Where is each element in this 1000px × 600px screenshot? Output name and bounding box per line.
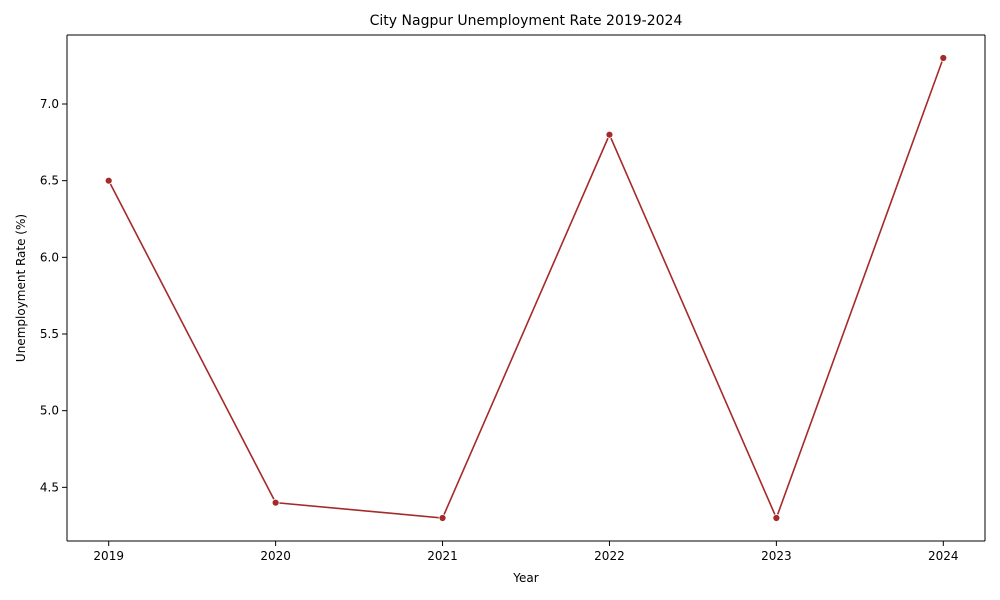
y-tick-label: 6.5	[40, 174, 59, 188]
x-tick-label: 2023	[761, 549, 792, 563]
data-point	[271, 498, 280, 507]
y-tick-label: 5.5	[40, 327, 59, 341]
data-point	[104, 176, 113, 185]
x-tick-label: 2020	[260, 549, 291, 563]
x-tick-label: 2019	[93, 549, 124, 563]
series-line	[107, 57, 945, 521]
series-layer	[104, 54, 948, 522]
x-tick-label: 2024	[928, 549, 959, 563]
x-axis-ticks: 2019 2020 2021 2022 2023 2024	[93, 541, 959, 563]
plot-area	[67, 35, 985, 541]
chart-title: City Nagpur Unemployment Rate 2019-2024	[370, 13, 683, 29]
data-point	[772, 514, 781, 522]
data-point	[605, 130, 614, 139]
y-tick-label: 7.0	[40, 97, 59, 111]
x-axis-label: Year	[512, 571, 538, 585]
y-tick-label: 5.0	[40, 404, 59, 418]
data-point	[438, 514, 447, 522]
y-axis-label: Unemployment Rate (%)	[14, 214, 28, 362]
x-tick-label: 2021	[427, 549, 458, 563]
data-point	[939, 54, 948, 62]
y-axis-ticks: 4.5 5.0 5.5 6.0 6.5 7.0	[40, 97, 67, 494]
y-tick-label: 6.0	[40, 250, 59, 264]
x-tick-label: 2022	[594, 549, 625, 563]
y-tick-label: 4.5	[40, 480, 59, 494]
